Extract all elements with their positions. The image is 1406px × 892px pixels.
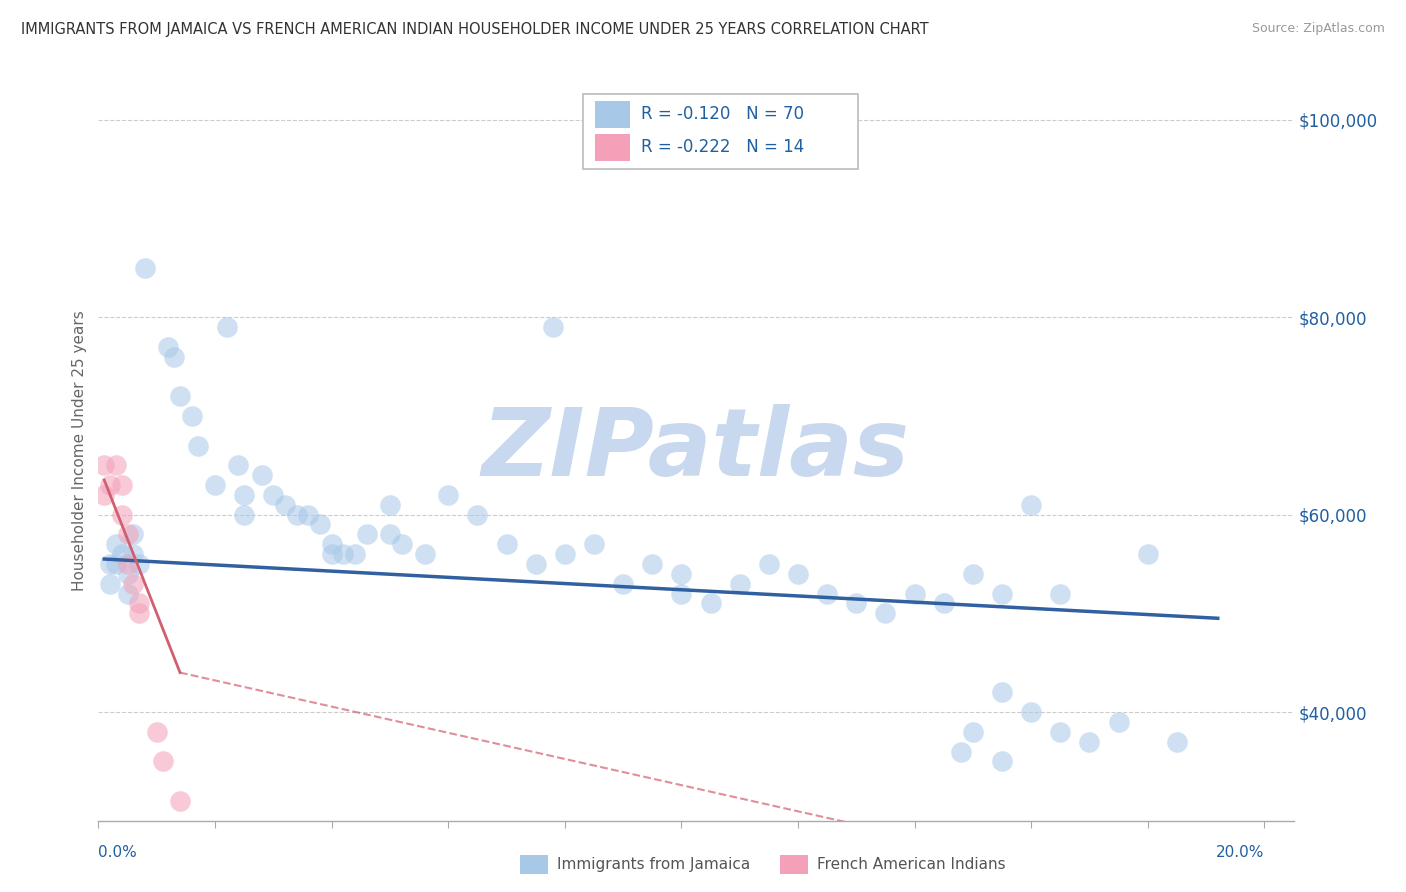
- Point: [612, 576, 634, 591]
- Point: [134, 260, 156, 275]
- Point: [186, 438, 208, 452]
- Point: [1136, 547, 1159, 561]
- Point: [117, 586, 139, 600]
- Point: [321, 547, 343, 561]
- Point: [309, 517, 332, 532]
- Point: [962, 724, 984, 739]
- Point: [122, 576, 145, 591]
- Point: [169, 389, 191, 403]
- Point: [122, 547, 145, 561]
- Text: ZIPatlas: ZIPatlas: [482, 404, 910, 497]
- Point: [98, 576, 121, 591]
- Text: 0.0%: 0.0%: [98, 846, 138, 860]
- Point: [98, 557, 121, 571]
- Point: [467, 508, 489, 522]
- Point: [250, 468, 273, 483]
- Point: [117, 557, 139, 571]
- Point: [641, 557, 664, 571]
- Point: [104, 557, 127, 571]
- Point: [932, 597, 955, 611]
- Point: [262, 488, 284, 502]
- Point: [233, 488, 256, 502]
- Point: [111, 508, 134, 522]
- Point: [1019, 498, 1042, 512]
- Point: [1049, 724, 1071, 739]
- Point: [1019, 705, 1042, 719]
- Text: R = -0.120   N = 70: R = -0.120 N = 70: [641, 105, 804, 123]
- Point: [1108, 714, 1130, 729]
- Point: [297, 508, 319, 522]
- Point: [875, 607, 897, 621]
- Point: [787, 566, 810, 581]
- Y-axis label: Householder Income Under 25 years: Householder Income Under 25 years: [72, 310, 87, 591]
- Point: [845, 597, 868, 611]
- Point: [274, 498, 297, 512]
- Point: [93, 488, 115, 502]
- Point: [152, 755, 174, 769]
- Point: [128, 557, 150, 571]
- Point: [582, 537, 605, 551]
- Point: [180, 409, 202, 423]
- Point: [1078, 734, 1101, 748]
- Point: [378, 527, 401, 541]
- Point: [356, 527, 378, 541]
- Point: [671, 566, 693, 581]
- Text: IMMIGRANTS FROM JAMAICA VS FRENCH AMERICAN INDIAN HOUSEHOLDER INCOME UNDER 25 YE: IMMIGRANTS FROM JAMAICA VS FRENCH AMERIC…: [21, 22, 929, 37]
- Point: [332, 547, 354, 561]
- Point: [111, 478, 134, 492]
- Point: [228, 458, 250, 473]
- Point: [117, 527, 139, 541]
- Point: [524, 557, 547, 571]
- Point: [378, 498, 401, 512]
- Point: [98, 478, 121, 492]
- Point: [128, 597, 150, 611]
- Point: [104, 458, 127, 473]
- Point: [93, 458, 115, 473]
- Point: [671, 586, 693, 600]
- Point: [1049, 586, 1071, 600]
- Point: [111, 547, 134, 561]
- Point: [950, 745, 973, 759]
- Point: [903, 586, 925, 600]
- Point: [495, 537, 517, 551]
- Point: [204, 478, 226, 492]
- Point: [413, 547, 436, 561]
- Point: [215, 320, 238, 334]
- Point: [541, 320, 564, 334]
- Point: [699, 597, 721, 611]
- Text: French American Indians: French American Indians: [817, 857, 1005, 871]
- Point: [122, 527, 145, 541]
- Text: Immigrants from Jamaica: Immigrants from Jamaica: [557, 857, 749, 871]
- Point: [991, 586, 1014, 600]
- Point: [157, 340, 180, 354]
- Point: [321, 537, 343, 551]
- Point: [758, 557, 780, 571]
- Point: [169, 794, 191, 808]
- Text: Source: ZipAtlas.com: Source: ZipAtlas.com: [1251, 22, 1385, 36]
- Point: [163, 350, 186, 364]
- Point: [391, 537, 413, 551]
- Point: [117, 566, 139, 581]
- Point: [145, 724, 167, 739]
- Point: [991, 685, 1014, 699]
- Point: [233, 508, 256, 522]
- Point: [815, 586, 838, 600]
- Point: [343, 547, 366, 561]
- Point: [962, 566, 984, 581]
- Point: [128, 607, 150, 621]
- Point: [285, 508, 308, 522]
- Text: R = -0.222   N = 14: R = -0.222 N = 14: [641, 138, 804, 156]
- Point: [554, 547, 576, 561]
- Point: [437, 488, 460, 502]
- Point: [728, 576, 751, 591]
- Text: 20.0%: 20.0%: [1216, 846, 1264, 860]
- Point: [104, 537, 127, 551]
- Point: [991, 755, 1014, 769]
- Point: [1166, 734, 1188, 748]
